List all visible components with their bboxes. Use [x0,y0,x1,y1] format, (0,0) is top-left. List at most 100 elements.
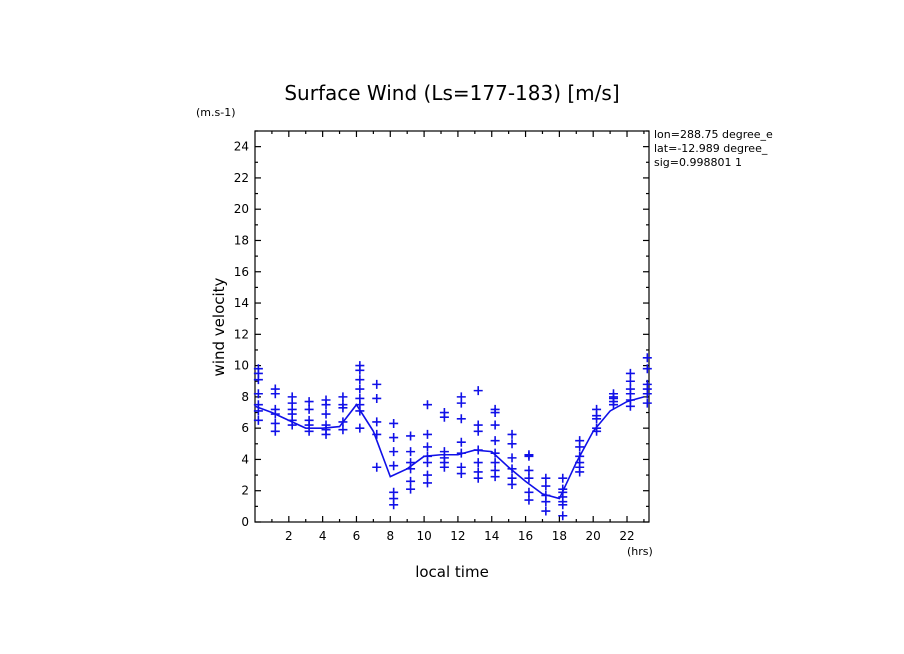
data-point [558,511,568,521]
x-tick-label: 8 [386,529,394,543]
data-point [270,418,280,428]
data-point [439,462,449,472]
data-point [422,442,432,452]
data-point [422,400,432,410]
data-point [338,417,348,427]
data-point [270,409,280,419]
data-point [642,364,652,374]
data-point [507,429,517,439]
y-tick-label: 2 [241,484,249,498]
x-tick-label: 6 [353,529,361,543]
data-point [490,420,500,430]
data-point [270,389,280,399]
data-point [625,376,635,386]
data-point [524,487,534,497]
info-sig: sig=0.998801 1 [654,156,742,169]
data-point [456,437,466,447]
data-point [253,375,263,385]
data-point [355,375,365,385]
data-point [338,425,348,435]
y-tick-label: 6 [241,421,249,435]
data-point [541,497,551,507]
data-point [321,409,331,419]
data-point [507,464,517,474]
data-point [592,414,602,424]
data-point [355,365,365,375]
data-point [338,403,348,413]
data-point [473,426,483,436]
data-point [473,473,483,483]
x-tick-label: 14 [484,529,499,543]
data-point [372,462,382,472]
data-point [625,368,635,378]
data-point [439,412,449,422]
data-point [304,404,314,414]
data-point [406,447,416,457]
x-tick-label: 4 [319,529,327,543]
data-point [355,384,365,394]
data-point [625,401,635,411]
y-units-label: (m.s-1) [196,106,236,119]
data-point [321,400,331,410]
data-point [524,495,534,505]
info-lat: lat=-12.989 degree_ [654,142,768,155]
data-point [389,433,399,443]
y-tick-label: 4 [241,452,249,466]
x-tick-label: 20 [586,529,601,543]
data-point [558,500,568,510]
data-point [473,445,483,455]
data-point [575,467,585,477]
x-axis-label: local time [415,563,489,581]
x-tick-label: 2 [285,529,293,543]
data-point [524,465,534,475]
data-point [490,458,500,468]
data-point [490,408,500,418]
data-point [389,447,399,457]
data-point [507,479,517,489]
plot-frame [254,130,650,523]
data-point [541,506,551,516]
data-point [406,476,416,486]
y-tick-label: 18 [234,233,249,247]
data-point [473,458,483,468]
data-point [253,389,263,399]
data-point [372,417,382,427]
data-point [372,393,382,403]
x-tick-label: 12 [450,529,465,543]
data-point [389,461,399,471]
data-point [642,353,652,363]
data-point [406,484,416,494]
data-point [422,478,432,488]
x-units-label: (hrs) [627,545,653,558]
data-point [406,464,416,474]
y-tick-label: 22 [234,171,249,185]
data-point [592,426,602,436]
data-point [422,429,432,439]
y-axis-label: wind velocity [210,277,228,376]
y-tick-label: 16 [234,265,249,279]
data-point [490,436,500,446]
data-point [456,398,466,408]
x-tick-label: 16 [518,529,533,543]
data-point [575,442,585,452]
x-tick-label: 18 [552,529,567,543]
data-point [389,500,399,510]
data-point [507,453,517,463]
data-point [304,426,314,436]
data-point [456,414,466,424]
data-point [406,431,416,441]
data-point [389,418,399,428]
data-point [541,473,551,483]
data-point [473,386,483,396]
data-point [456,469,466,479]
data-point [456,448,466,458]
data-point [321,429,331,439]
data-point [372,379,382,389]
data-point [490,472,500,482]
data-point [608,400,618,410]
data-point [524,473,534,483]
mean-line [254,396,645,500]
data-point [304,397,314,407]
data-point [253,406,263,416]
